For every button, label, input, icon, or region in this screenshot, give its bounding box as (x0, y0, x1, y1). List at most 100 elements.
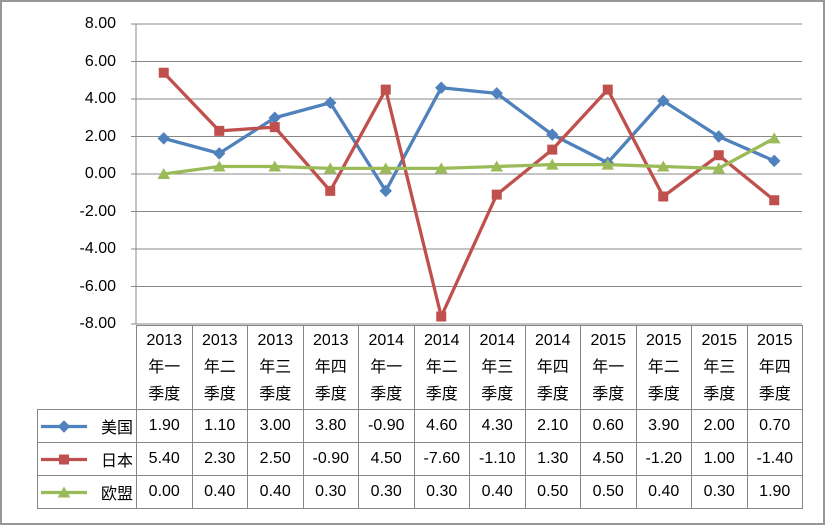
value-cell: 0.40 (635, 475, 692, 509)
legend-cell-japan: 日本 (37, 442, 137, 476)
square-marker-icon (713, 150, 724, 161)
legend-cell-us: 美国 (37, 409, 137, 443)
triangle-marker-icon (157, 168, 171, 179)
series-japan (158, 67, 780, 322)
diamond-marker-icon (435, 81, 448, 94)
table-corner-cell (38, 326, 137, 410)
triangle-marker-icon (712, 162, 726, 174)
diamond-marker-icon (213, 147, 226, 160)
y-axis-tick-label: -4.00 (79, 240, 116, 257)
triangle-marker-icon (212, 160, 226, 172)
diamond-marker-icon (379, 184, 392, 198)
square-marker-icon (769, 195, 780, 206)
square-marker-icon (269, 122, 280, 133)
value-cell: 4.30 (469, 409, 526, 443)
series-name-label: 欧盟 (100, 486, 133, 503)
value-cell: -7.60 (413, 442, 470, 476)
square-marker-icon (380, 84, 391, 95)
series-name-label: 美国 (100, 420, 133, 437)
triangle-marker-icon (767, 132, 781, 144)
diamond-marker-icon (546, 128, 559, 141)
square-marker-icon (214, 125, 225, 136)
y-axis-tick-label: 2.00 (84, 127, 116, 145)
value-cell: 0.50 (524, 475, 581, 509)
series-eu (157, 132, 781, 179)
category-header-cell: 2013 年四 季度 (302, 325, 359, 410)
category-header-cell: 2015 年四 季度 (746, 325, 803, 410)
table-row: 日本 5.40 2.30 2.50 -0.90 4.50 -7.60 -1.10 1.30 4.5… (37, 442, 803, 476)
value-cell: 0.50 (580, 475, 637, 509)
triangle-marker-icon (601, 158, 615, 170)
value-cell: 1.00 (691, 442, 748, 476)
diamond-marker-icon (324, 96, 337, 109)
diamond-marker-icon (712, 130, 725, 143)
y-axis-tick-label: 4.00 (84, 90, 116, 107)
triangle-marker-icon (434, 162, 448, 174)
value-cell: 2.50 (247, 442, 304, 476)
square-marker-icon (325, 185, 336, 196)
category-header-cell: 2013 年三 季度 (247, 325, 304, 410)
value-cell: 0.30 (691, 475, 748, 509)
triangle-marker-icon (379, 162, 393, 174)
y-axis-tick-label: -2.00 (79, 202, 116, 220)
value-cell: -1.10 (469, 442, 526, 476)
value-cell: 1.90 (136, 409, 193, 443)
value-cell: 0.40 (191, 475, 248, 509)
y-axis-tick-label: 6.00 (84, 52, 116, 70)
square-marker-icon (436, 311, 447, 322)
series-line-japan (162, 71, 776, 319)
value-cell: 2.10 (524, 409, 581, 443)
value-cell: 1.10 (191, 409, 248, 443)
category-header-cell: 2014 年三 季度 (469, 325, 526, 410)
value-cell: 0.30 (413, 475, 470, 509)
legend-key-eu (41, 486, 87, 497)
square-marker-icon (158, 67, 169, 78)
diamond-marker-icon (157, 132, 170, 145)
value-cell: 0.30 (358, 475, 415, 509)
square-marker-icon (602, 84, 613, 95)
value-cell: 0.70 (746, 409, 803, 443)
value-cell: 1.90 (746, 475, 803, 509)
category-header-cell: 2015 年二 季度 (635, 325, 692, 410)
triangle-marker-icon (545, 158, 559, 170)
category-header-cell: 2014 年二 季度 (413, 325, 470, 410)
table-row: 美国 1.90 1.10 3.00 3.80 -0.90 4.60 4.30 2.10 0.60 3… (37, 409, 803, 443)
y-axis-tick-label: -8.00 (79, 315, 116, 332)
square-marker-icon (59, 454, 69, 464)
diamond-marker-icon (768, 154, 781, 168)
diamond-marker-icon (57, 419, 71, 433)
series-line-eu (162, 136, 776, 176)
y-axis-ticks (131, 23, 136, 325)
triangle-marker-icon (268, 160, 282, 172)
category-header-cell: 2013 年一 季度 (136, 325, 193, 410)
category-header-cell: 2014 年一 季度 (358, 325, 415, 410)
table-row: 欧盟 0.00 0.40 0.40 0.30 0.30 0.30 0.40 0.50 0.50 0.… (37, 475, 803, 509)
value-cell: 4.60 (413, 409, 470, 443)
triangle-marker-icon (323, 162, 337, 174)
triangle-marker-icon (656, 160, 670, 172)
category-header-cell: 2015 年三 季度 (691, 325, 748, 410)
value-cell: 0.00 (136, 475, 193, 509)
value-cell: 4.50 (580, 442, 637, 476)
value-cell: -1.40 (746, 442, 803, 476)
value-cell: 2.00 (691, 409, 748, 443)
value-cell: 3.90 (635, 409, 692, 443)
y-axis-tick-label: 0.00 (84, 165, 116, 182)
value-cell: 5.40 (136, 442, 193, 476)
legend-cell-eu: 欧盟 (37, 475, 137, 509)
y-axis-tick-label: -6.00 (79, 277, 116, 295)
value-cell: 1.30 (524, 442, 581, 476)
triangle-marker-icon (490, 160, 504, 172)
legend-key-japan (41, 454, 87, 464)
y-axis-tick-label: 8.00 (84, 15, 116, 32)
value-cell: 4.50 (358, 442, 415, 476)
value-cell: 0.40 (247, 475, 304, 509)
gridlines (136, 23, 802, 325)
triangle-marker-icon (57, 486, 71, 497)
square-marker-icon (658, 191, 669, 202)
legend-key-us (41, 419, 87, 433)
diamond-marker-icon (490, 87, 503, 100)
value-cell: -0.90 (358, 409, 415, 443)
